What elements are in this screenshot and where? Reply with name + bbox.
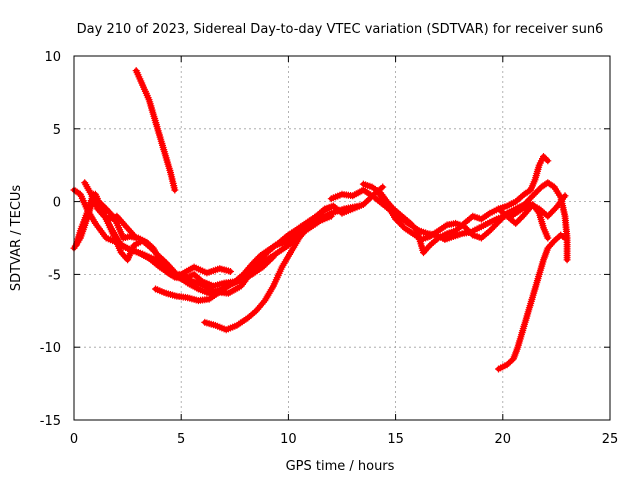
point-marker [544, 234, 552, 242]
x-tick-label: 10 [280, 432, 297, 447]
point-marker [311, 214, 319, 222]
x-tick-label: 25 [602, 432, 619, 447]
series-group [70, 67, 571, 373]
x-tick-labels: 0 5 10 15 20 25 [70, 432, 618, 447]
series-track-8 [201, 183, 387, 334]
series-track-13 [495, 201, 552, 242]
point-marker [268, 254, 276, 262]
point-marker [361, 199, 369, 207]
point-marker [500, 209, 508, 217]
series-track-6 [132, 67, 179, 194]
point-marker [132, 234, 140, 242]
chart-title: Day 210 of 2023, Sidereal Day-to-day VTE… [77, 22, 604, 37]
point-marker [405, 218, 413, 226]
point-marker [164, 260, 172, 268]
series-track-7 [152, 253, 277, 305]
point-marker [506, 358, 514, 366]
x-tick-label: 0 [70, 432, 78, 447]
point-marker [563, 256, 571, 264]
point-marker [197, 276, 205, 284]
point-marker [312, 212, 320, 220]
y-tick-label: 0 [53, 196, 61, 211]
point-marker [544, 157, 552, 165]
point-marker [395, 209, 403, 217]
point-marker [379, 183, 387, 191]
point-marker [327, 212, 335, 220]
point-marker [542, 155, 550, 163]
point-marker [161, 257, 169, 265]
point-marker [159, 256, 167, 264]
series-track-11 [374, 179, 571, 264]
y-tick-label: -10 [40, 341, 61, 356]
axis-ticks [73, 55, 611, 421]
point-marker [251, 308, 258, 316]
series-track-5 [81, 179, 140, 242]
y-tick-label: -5 [48, 268, 61, 283]
point-marker [279, 236, 287, 243]
plot-frame [73, 55, 611, 421]
series-track-12 [495, 231, 569, 373]
x-tick-label: 20 [495, 432, 512, 447]
point-marker [168, 265, 176, 273]
point-marker [263, 259, 271, 267]
point-marker [552, 236, 560, 243]
x-tick-label: 5 [177, 432, 185, 447]
y-tick-label: 5 [53, 123, 61, 138]
point-marker [165, 262, 173, 270]
point-marker [561, 234, 569, 242]
x-axis-label: GPS time / hours [286, 459, 395, 474]
y-tick-label: -15 [40, 414, 61, 429]
point-marker [167, 264, 175, 272]
point-marker [227, 268, 234, 275]
point-marker [534, 208, 542, 215]
x-tick-label: 15 [387, 432, 404, 447]
y-axis-label: SDTVAR / TECUs [9, 185, 24, 292]
y-tick-labels: 10 5 0 -5 -10 -15 [40, 50, 61, 429]
y-tick-label: 10 [44, 50, 61, 65]
point-marker [467, 214, 475, 222]
point-marker [433, 236, 441, 243]
point-marker [171, 186, 179, 194]
point-marker [484, 210, 492, 218]
point-marker [269, 253, 277, 261]
point-marker [171, 269, 179, 277]
point-marker [162, 259, 170, 267]
point-marker [170, 267, 178, 275]
point-marker [319, 206, 327, 214]
